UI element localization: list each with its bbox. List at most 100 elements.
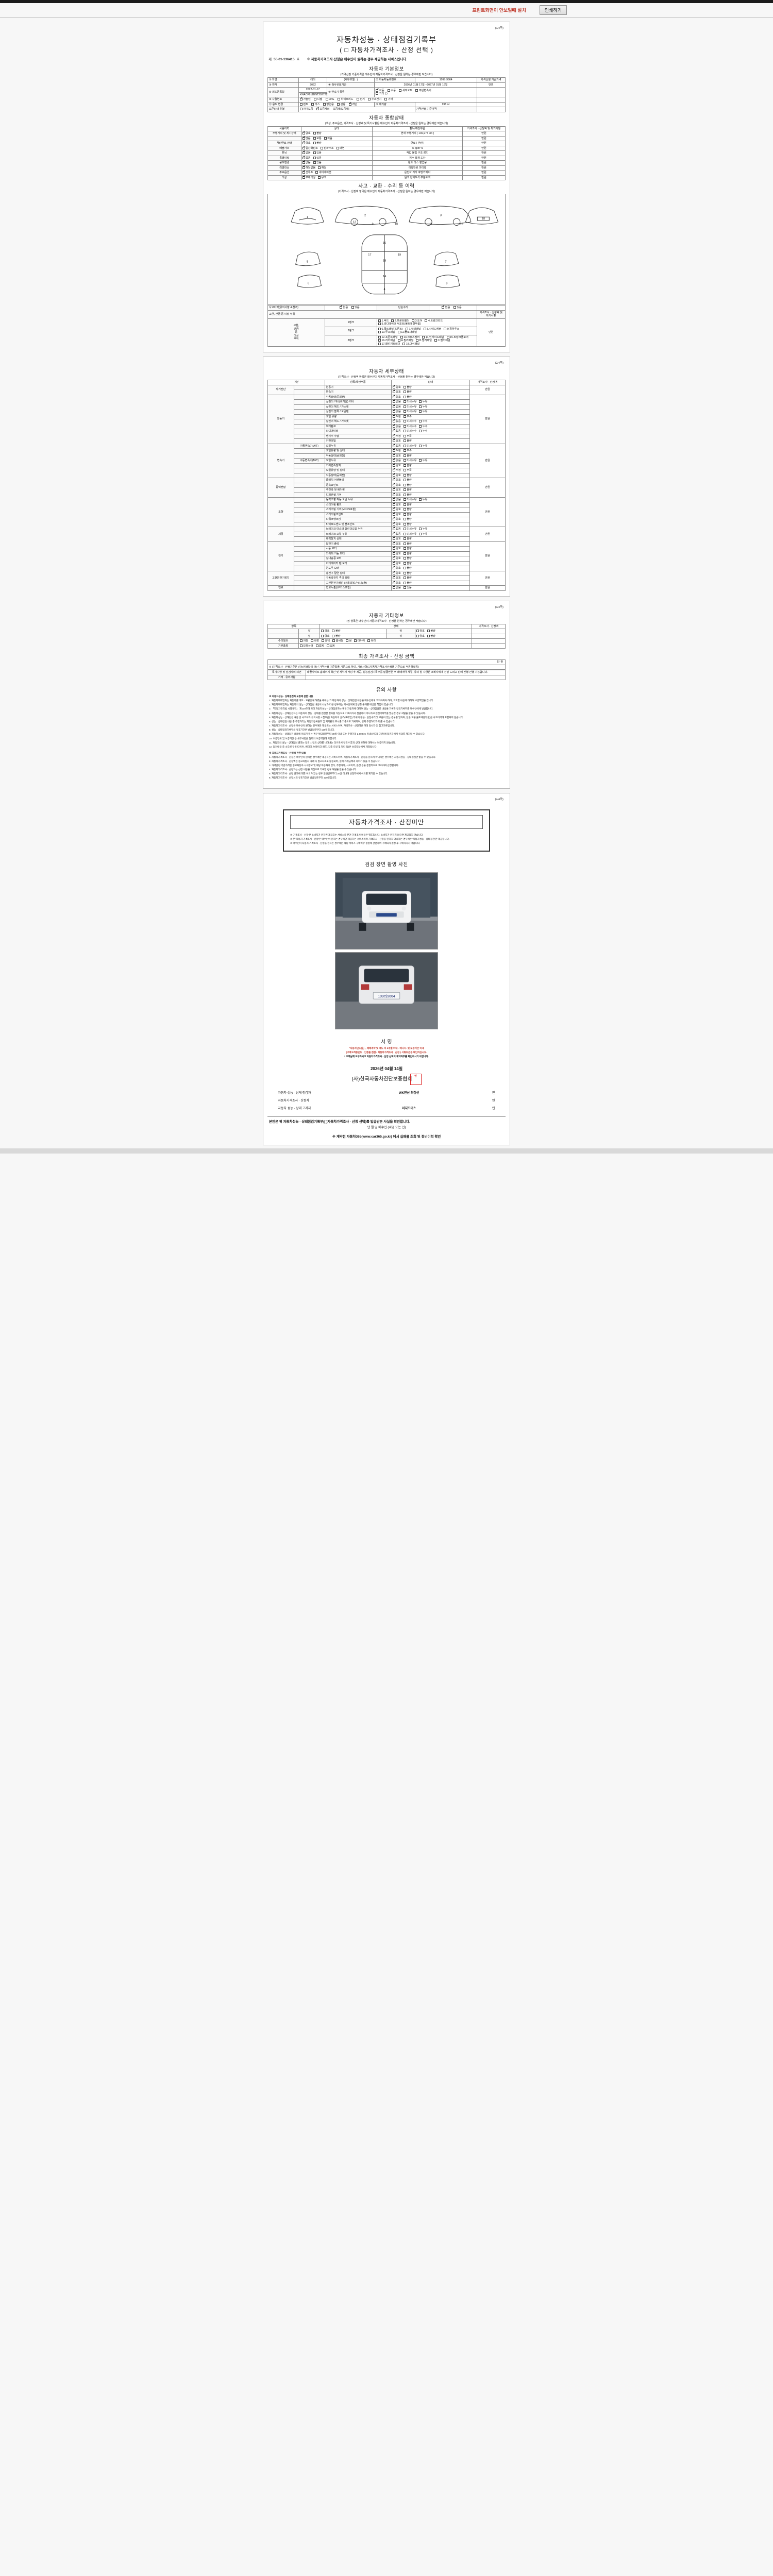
- detail-state-opt-1[interactable]: 있음: [403, 586, 412, 590]
- detail-state-opt-0[interactable]: 적정: [392, 448, 401, 453]
- detail-state-opt-0[interactable]: 양호: [392, 556, 401, 561]
- rank2-opt-2[interactable]: 14.인사이드패널: [422, 335, 444, 340]
- overall-state-opt-0[interactable]: 양호: [302, 141, 311, 145]
- other-grp-opt-6[interactable]: 유리: [367, 639, 376, 643]
- overall-state-opt-0[interactable]: 없음: [302, 160, 311, 165]
- overall-state-opt-1[interactable]: 불량: [313, 132, 322, 135]
- detail-state-opt-0[interactable]: 없음: [392, 497, 401, 502]
- rank2-opt-6[interactable]: B.필러패널: [416, 339, 432, 343]
- detail-state-opt-0[interactable]: 양호: [392, 575, 401, 580]
- accident-options[interactable]: 없음 있음: [324, 305, 378, 311]
- rank2-opt-5[interactable]: A.필러패널: [397, 339, 413, 343]
- detail-state-opt-1[interactable]: 불량: [403, 439, 412, 443]
- overall-state-opt-0[interactable]: 양호: [302, 131, 311, 135]
- detail-state-opt-1[interactable]: 미세누유: [403, 400, 416, 404]
- detail-state-opt-2[interactable]: 누유: [419, 444, 427, 448]
- detail-state-opt-1[interactable]: 불량: [403, 577, 412, 580]
- detail-state-opt-0[interactable]: 양호: [392, 541, 401, 546]
- detail-state-opt-0[interactable]: 양호: [392, 502, 401, 507]
- detail-state-opt-1[interactable]: 미세누수: [403, 425, 416, 429]
- detail-state-opt-2[interactable]: 누유: [419, 528, 427, 531]
- detail-state-opt-0[interactable]: 양호: [392, 483, 401, 487]
- other-state-right[interactable]: 양호 불량: [414, 629, 473, 634]
- overall-state-opt-0[interactable]: 많음: [302, 136, 311, 141]
- other-left-opt-0[interactable]: 양호: [321, 634, 329, 638]
- detail-state-opt-1[interactable]: 미세누유: [403, 444, 416, 448]
- other-grp-opt-1[interactable]: 내장: [310, 639, 319, 643]
- detail-state-opt-1[interactable]: 불량: [403, 552, 412, 556]
- detail-state-opt-1[interactable]: 불량: [403, 571, 412, 575]
- other-grp-opt-2[interactable]: 있음: [326, 644, 335, 648]
- detail-state-opt-1[interactable]: 부족: [403, 415, 412, 419]
- detail-state-opt-2[interactable]: 누유: [419, 459, 427, 463]
- other-state-left[interactable]: 양호 불량: [320, 633, 387, 639]
- other-right-opt-1[interactable]: 불량: [427, 630, 435, 633]
- other-grp-opt-3[interactable]: 룸세정: [332, 639, 343, 643]
- detail-state-opt-1[interactable]: 불량: [403, 557, 412, 561]
- detail-state-opt-1[interactable]: 미세누유: [403, 405, 416, 409]
- rank1-opt-4[interactable]: 10.루프패널: [378, 331, 395, 334]
- overall-state-opt-1[interactable]: 내비게이션: [315, 171, 331, 175]
- other-grp-opt-5[interactable]: 타이어: [354, 639, 365, 643]
- rank1-opt-2[interactable]: 8.사이드멤버: [423, 327, 441, 331]
- detail-state-opt-0[interactable]: 없음: [392, 429, 401, 433]
- rank2-opt-9[interactable]: 18.대쉬패널: [402, 342, 419, 346]
- detail-state-opt-0[interactable]: 양호: [392, 385, 401, 389]
- print-button[interactable]: 인쇄하기: [539, 5, 567, 15]
- other-left-opt-1[interactable]: 불량: [332, 634, 341, 638]
- other-group-items[interactable]: 보유상태 없음 있음: [298, 643, 473, 649]
- detail-state-opt-0[interactable]: 양호: [392, 561, 401, 566]
- detail-state-opt-1[interactable]: 불량: [403, 479, 412, 482]
- overall-state-opt-0[interactable]: 해당없음: [302, 165, 315, 170]
- rank0-opt-3[interactable]: 4.트렁크리드: [425, 319, 443, 323]
- detail-state-opt-2[interactable]: 누수: [419, 430, 427, 433]
- rank0-opt-1[interactable]: 2.프론트휀더: [391, 319, 409, 323]
- other-right-opt-1[interactable]: 불량: [427, 634, 435, 638]
- detail-state-opt-1[interactable]: 불량: [403, 395, 412, 399]
- detail-state-opt-1[interactable]: 미세누유: [403, 532, 416, 536]
- fuel-options[interactable]: 가솔린 디젤 LPG 하이브리드 전기 수소전기 기타: [298, 97, 477, 103]
- detail-state-opt-0[interactable]: 양호: [392, 536, 401, 541]
- detail-state-opt-0[interactable]: 적정: [392, 414, 401, 419]
- detail-state-opt-0[interactable]: 양호: [392, 463, 401, 468]
- overall-state-opt-1[interactable]: 불량: [313, 142, 322, 145]
- detail-state-opt-0[interactable]: 양호: [392, 493, 401, 497]
- detail-state-opt-0[interactable]: 없음: [392, 399, 401, 404]
- detail-state-opt-0[interactable]: 적정: [392, 434, 401, 438]
- rank0-opt-2[interactable]: 3.도어: [412, 319, 422, 323]
- detail-state-opt-1[interactable]: 불량: [403, 547, 412, 551]
- detail-state-opt-2[interactable]: 누유: [419, 405, 427, 409]
- overall-state-opt-1[interactable]: 탄화수소: [320, 146, 334, 150]
- other-grp-opt-1[interactable]: 없음: [315, 644, 324, 648]
- detail-state-opt-1[interactable]: 불량: [403, 542, 412, 546]
- detail-state-opt-0[interactable]: 양호: [392, 551, 401, 556]
- other-right-opt-0[interactable]: 양호: [416, 634, 425, 638]
- detail-state-opt-0[interactable]: 없음: [392, 409, 401, 414]
- other-grp-opt-4[interactable]: 휠: [345, 639, 351, 643]
